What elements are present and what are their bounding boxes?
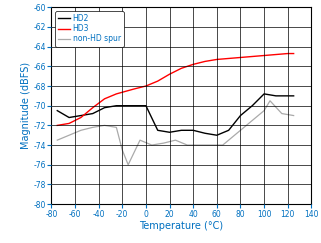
HD2 (239, 114, 242, 117)
HD2 (262, 92, 266, 95)
HD2 (79, 114, 83, 117)
Line: HD3: HD3 (57, 53, 294, 125)
non-HD spur (55, 139, 59, 142)
Line: HD2: HD2 (57, 94, 294, 135)
non-HD spur (268, 99, 272, 102)
Legend: HD2, HD3, non-HD spur: HD2, HD3, non-HD spur (55, 11, 124, 46)
HD3 (91, 106, 95, 109)
HD2 (103, 106, 107, 109)
HD3 (114, 92, 118, 95)
HD3 (250, 55, 254, 58)
non-HD spur (174, 139, 178, 142)
non-HD spur (233, 134, 237, 137)
HD3 (227, 57, 230, 60)
HD3 (79, 116, 83, 119)
non-HD spur (250, 119, 254, 122)
HD2 (286, 95, 290, 97)
non-HD spur (103, 124, 107, 127)
non-HD spur (185, 144, 189, 147)
HD3 (274, 53, 278, 56)
HD3 (168, 73, 171, 76)
HD2 (250, 104, 254, 107)
HD2 (132, 104, 136, 107)
HD3 (203, 60, 207, 63)
HD2 (55, 109, 59, 112)
HD2 (274, 95, 278, 97)
HD3 (215, 58, 219, 61)
non-HD spur (79, 129, 83, 132)
Y-axis label: Magnitude (dBFS): Magnitude (dBFS) (21, 62, 30, 149)
non-HD spur (120, 148, 124, 151)
HD2 (292, 95, 296, 97)
HD2 (156, 129, 160, 132)
HD3 (144, 85, 148, 87)
Line: non-HD spur: non-HD spur (57, 101, 294, 165)
non-HD spur (197, 144, 201, 147)
HD2 (114, 104, 118, 107)
non-HD spur (150, 144, 154, 147)
HD3 (103, 97, 107, 100)
non-HD spur (280, 112, 284, 115)
HD3 (239, 56, 242, 59)
HD2 (168, 131, 171, 134)
non-HD spur (221, 144, 225, 147)
non-HD spur (262, 109, 266, 112)
non-HD spur (67, 134, 71, 137)
HD2 (227, 129, 230, 132)
HD3 (179, 67, 183, 70)
HD3 (156, 80, 160, 83)
HD3 (292, 52, 296, 55)
HD3 (286, 52, 290, 55)
HD3 (191, 63, 195, 66)
non-HD spur (126, 163, 130, 166)
non-HD spur (162, 142, 166, 145)
non-HD spur (91, 126, 95, 129)
HD2 (144, 104, 148, 107)
HD2 (179, 129, 183, 132)
non-HD spur (138, 139, 142, 142)
HD3 (55, 124, 59, 127)
HD2 (215, 134, 219, 137)
HD2 (203, 132, 207, 135)
HD2 (91, 112, 95, 115)
HD2 (191, 129, 195, 132)
non-HD spur (114, 126, 118, 129)
X-axis label: Temperature (°C): Temperature (°C) (139, 221, 223, 231)
non-HD spur (209, 144, 213, 147)
HD3 (67, 122, 71, 125)
HD3 (262, 54, 266, 57)
HD3 (132, 87, 136, 90)
non-HD spur (292, 114, 296, 117)
HD2 (67, 116, 71, 119)
